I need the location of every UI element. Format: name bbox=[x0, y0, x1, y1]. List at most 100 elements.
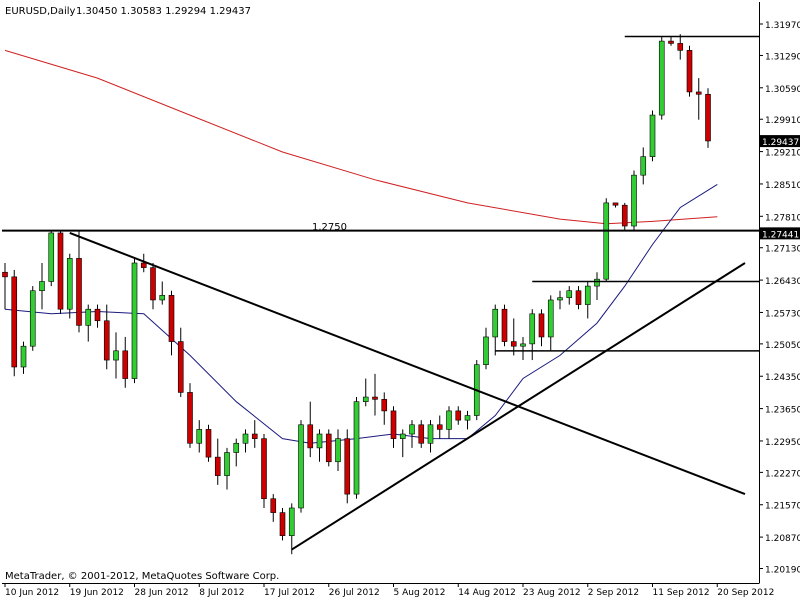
candle-body bbox=[20, 345, 27, 368]
candle-body bbox=[261, 438, 267, 500]
price-tick-label: 1.22950 bbox=[765, 438, 800, 448]
candle bbox=[307, 401, 314, 458]
candle-body bbox=[205, 429, 212, 458]
candle-body bbox=[464, 415, 471, 421]
candle bbox=[66, 253, 73, 319]
price-tick-label: 1.27810 bbox=[765, 213, 800, 223]
moving-average-slow bbox=[4, 49, 718, 225]
candle bbox=[557, 290, 563, 310]
date-tick-label: 10 Jun 2012 bbox=[5, 588, 59, 598]
candle-body bbox=[140, 262, 147, 268]
candle-body bbox=[584, 285, 591, 305]
candle bbox=[131, 258, 138, 384]
candle bbox=[344, 429, 351, 504]
candle bbox=[436, 415, 443, 439]
candle bbox=[409, 420, 415, 448]
candle-body bbox=[446, 410, 452, 430]
candle bbox=[695, 78, 702, 120]
candle bbox=[261, 434, 267, 508]
candle bbox=[529, 309, 536, 361]
candle bbox=[575, 286, 582, 310]
candle-body bbox=[103, 320, 110, 361]
candle bbox=[603, 198, 610, 282]
price-marker-label: 1.29437 bbox=[762, 138, 799, 148]
candle bbox=[501, 304, 508, 347]
candle bbox=[390, 406, 397, 448]
candle bbox=[427, 420, 434, 453]
symbol-label: EURUSD,Daily bbox=[5, 6, 76, 17]
candle-body bbox=[325, 433, 332, 463]
candle-body bbox=[436, 424, 443, 430]
candle-body bbox=[76, 258, 82, 326]
candle-body bbox=[251, 433, 258, 439]
candle bbox=[39, 262, 45, 310]
candle-body bbox=[483, 336, 489, 365]
price-tick-label: 1.24350 bbox=[765, 373, 800, 383]
candle bbox=[538, 309, 545, 347]
candle-body bbox=[686, 50, 693, 93]
candle bbox=[594, 272, 600, 300]
candle-body bbox=[381, 399, 388, 412]
candle bbox=[168, 290, 175, 356]
candle-body bbox=[455, 410, 462, 421]
candle bbox=[668, 36, 674, 46]
candle bbox=[11, 269, 18, 377]
candle-body bbox=[372, 396, 378, 400]
date-tick-label: 17 Jul 2012 bbox=[264, 588, 315, 598]
candle bbox=[686, 45, 693, 97]
date-tick-label: 26 Jul 2012 bbox=[329, 588, 380, 598]
candle bbox=[316, 429, 323, 462]
candle-body bbox=[362, 396, 369, 402]
date-tick-label: 14 Aug 2012 bbox=[458, 588, 516, 598]
candle bbox=[20, 341, 27, 374]
candle bbox=[621, 202, 628, 231]
price-tick-label: 1.25730 bbox=[765, 309, 800, 319]
candle bbox=[242, 429, 249, 453]
candle bbox=[279, 507, 286, 541]
candle-body bbox=[131, 262, 138, 379]
candle-body bbox=[390, 410, 397, 439]
ohlc-readout: 1.30450 1.30583 1.29294 1.29437 bbox=[76, 6, 251, 17]
candle bbox=[288, 503, 295, 555]
price-marker-box bbox=[760, 227, 800, 240]
candle bbox=[362, 378, 369, 407]
candle-body bbox=[150, 267, 156, 301]
candle bbox=[446, 406, 452, 439]
price-marker-box bbox=[760, 135, 800, 148]
up-trendline bbox=[291, 262, 746, 551]
candle-body bbox=[279, 512, 286, 537]
price-tick-label: 1.23650 bbox=[765, 406, 800, 416]
price-tick-label: 1.27130 bbox=[765, 245, 800, 255]
candle bbox=[325, 429, 332, 467]
price-tick-label: 1.20870 bbox=[765, 534, 800, 544]
candle bbox=[381, 392, 388, 425]
price-tick-label: 1.21570 bbox=[765, 502, 800, 512]
price-tick-label: 1.30590 bbox=[765, 85, 800, 95]
candle bbox=[251, 420, 258, 448]
candle bbox=[649, 110, 656, 162]
candle-body bbox=[520, 343, 526, 347]
candle-body bbox=[11, 276, 18, 368]
date-tick-label: 2 Sep 2012 bbox=[588, 588, 639, 598]
price-tick-label: 1.31970 bbox=[765, 21, 800, 31]
candle-body bbox=[187, 392, 193, 444]
candle-body bbox=[510, 341, 517, 347]
candle bbox=[122, 336, 129, 388]
candle-body bbox=[621, 204, 628, 227]
candle-body bbox=[418, 424, 425, 444]
candle bbox=[372, 373, 378, 416]
candle bbox=[57, 231, 64, 314]
candle bbox=[631, 170, 637, 231]
candle-body bbox=[695, 91, 702, 95]
date-tick-label: 28 Jun 2012 bbox=[135, 588, 189, 598]
price-marker-label: 1.27441 bbox=[762, 230, 799, 240]
candle bbox=[298, 420, 304, 513]
candle bbox=[584, 281, 591, 319]
candle-body bbox=[658, 40, 665, 116]
down-trendline bbox=[69, 232, 746, 496]
candle-body bbox=[603, 202, 610, 280]
candle bbox=[547, 295, 554, 351]
price-tick-label: 1.26430 bbox=[765, 277, 800, 287]
level-label: 1.2750 bbox=[312, 222, 347, 233]
